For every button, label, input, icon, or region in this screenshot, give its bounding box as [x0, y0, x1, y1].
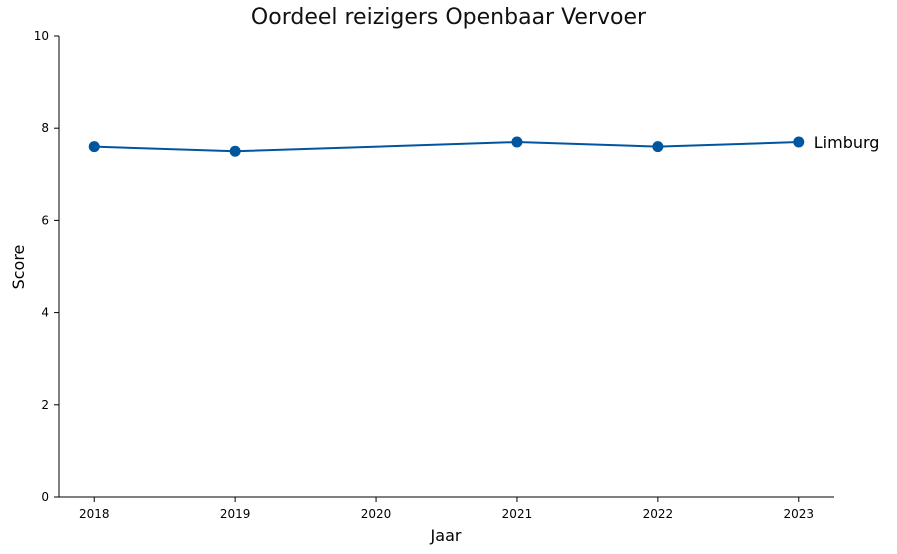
x-tick-label: 2020: [361, 507, 392, 521]
y-axis-title: Score: [9, 245, 28, 290]
y-tick-label: 8: [41, 121, 49, 135]
x-tick-label: 2023: [783, 507, 814, 521]
x-axis-ticks: 2018 2019 2020 2021 2022 2023: [79, 497, 814, 521]
x-tick-label: 2018: [79, 507, 110, 521]
data-point: [229, 145, 241, 157]
data-point: [793, 136, 805, 148]
data-point: [88, 141, 100, 153]
series-label: Limburg: [814, 133, 880, 152]
y-axis-ticks: 0 2 4 6 8 10: [34, 29, 59, 504]
y-tick-label: 2: [41, 398, 49, 412]
x-tick-label: 2022: [643, 507, 674, 521]
y-tick-label: 10: [34, 29, 49, 43]
x-axis-title: Jaar: [430, 526, 462, 545]
data-point: [511, 136, 523, 148]
y-tick-label: 0: [41, 490, 49, 504]
series-line: [94, 141, 799, 153]
x-tick-label: 2019: [220, 507, 251, 521]
chart-title: Oordeel reizigers Openbaar Vervoer: [250, 5, 647, 30]
axes: [58, 36, 834, 498]
series-group: Limburg: [88, 133, 880, 157]
x-tick-label: 2021: [502, 507, 533, 521]
data-point: [652, 141, 664, 153]
y-tick-label: 4: [41, 306, 49, 320]
y-tick-label: 6: [41, 213, 49, 227]
